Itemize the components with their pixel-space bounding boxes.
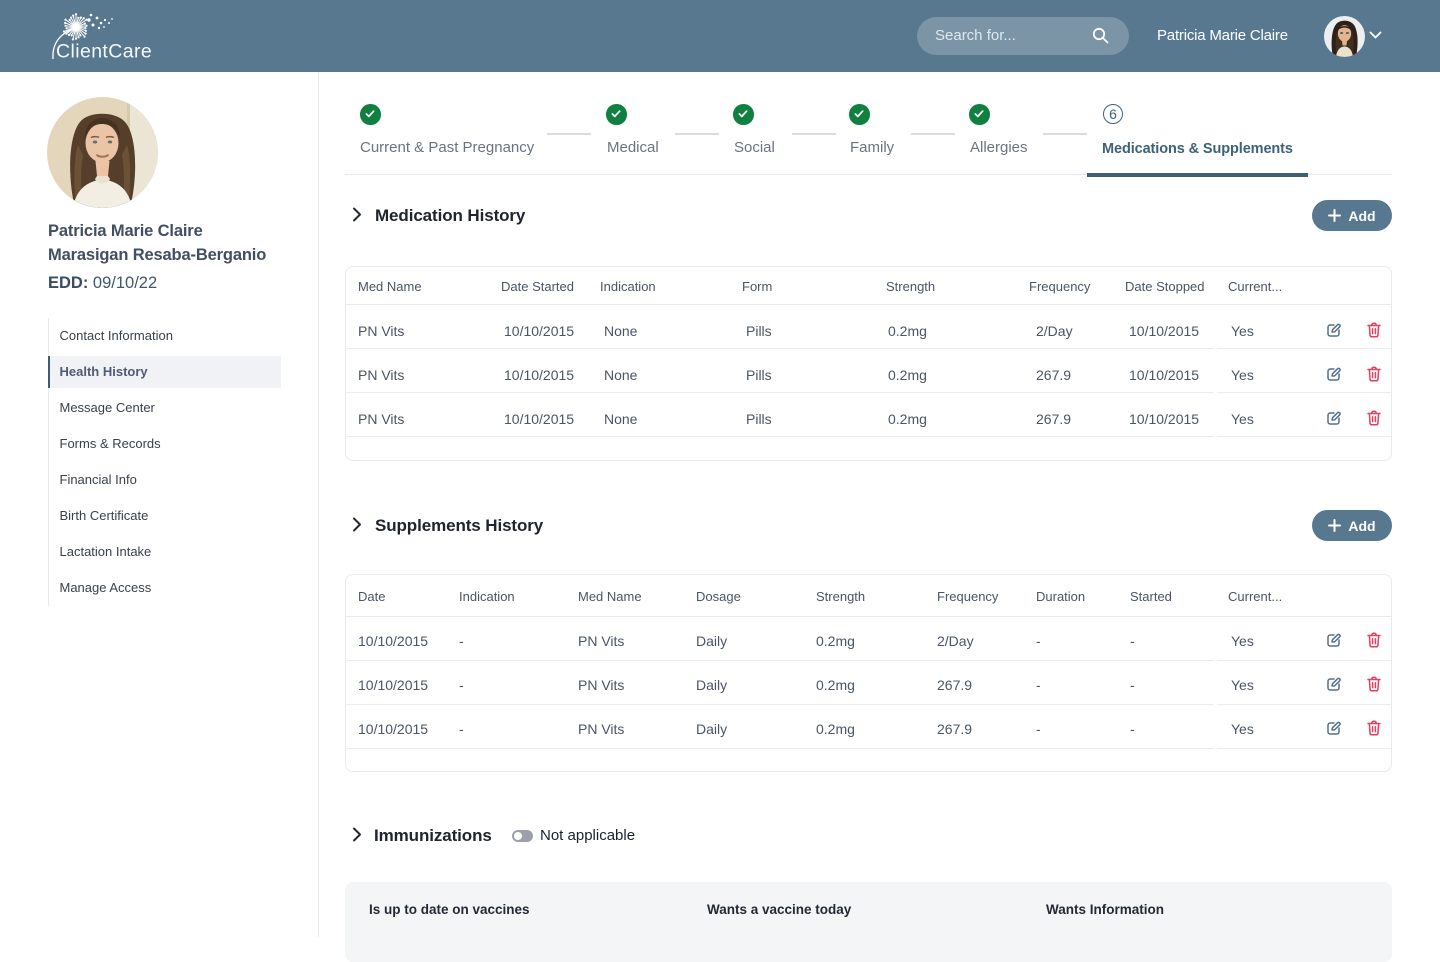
svg-text:ClientCare: ClientCare <box>56 41 152 63</box>
